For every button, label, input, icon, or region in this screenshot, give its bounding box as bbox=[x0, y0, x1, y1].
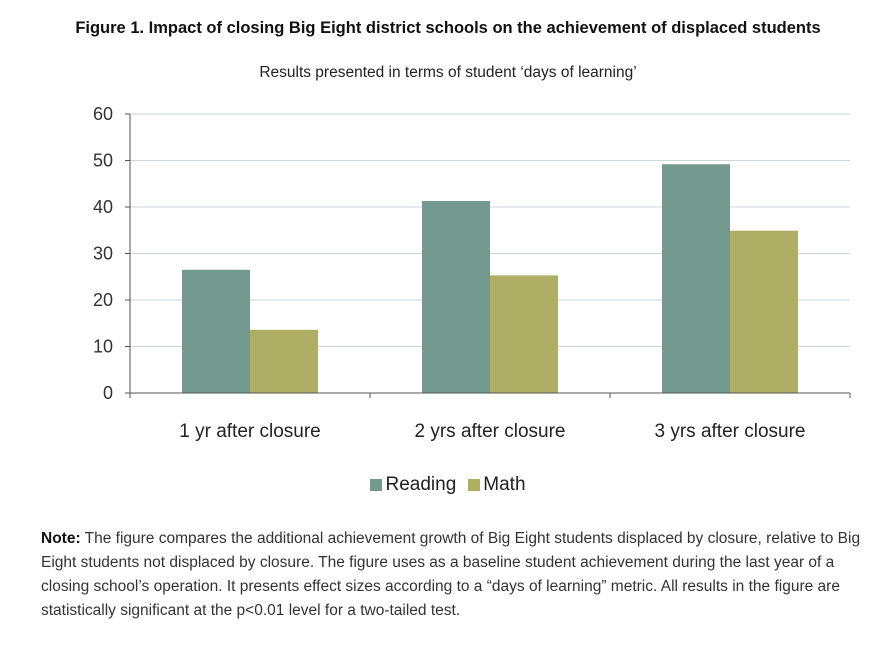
legend-label-math: Math bbox=[483, 474, 526, 495]
bar-reading-1 bbox=[182, 269, 250, 393]
x-tick-label-1: 1 yr after closure bbox=[179, 421, 321, 442]
legend-label-reading: Reading bbox=[385, 474, 457, 495]
bar-math-2 bbox=[490, 275, 558, 393]
bar-reading-3 bbox=[662, 164, 730, 393]
chart-title: Figure 1. Impact of closing Big Eight di… bbox=[75, 19, 821, 37]
chart-subtitle: Results presented in terms of student ‘d… bbox=[259, 64, 637, 81]
note-text: The figure compares the additional achie… bbox=[41, 530, 861, 619]
note-label: Note: bbox=[41, 530, 81, 547]
y-tick-label-20: 20 bbox=[93, 290, 113, 310]
figure-note: Note: The figure compares the additional… bbox=[41, 527, 861, 623]
bar-reading-2 bbox=[422, 200, 490, 393]
y-tick-label-10: 10 bbox=[93, 337, 113, 357]
y-tick-label-40: 40 bbox=[93, 197, 113, 217]
legend-item-reading: Reading bbox=[370, 474, 456, 496]
y-tick-label-60: 60 bbox=[93, 104, 113, 124]
legend-item-math: Math bbox=[468, 474, 526, 496]
bar-math-3 bbox=[730, 230, 798, 393]
x-tick-label-2: 2 yrs after closure bbox=[415, 421, 566, 442]
y-tick-label-50: 50 bbox=[93, 151, 113, 171]
legend-swatch-math bbox=[468, 479, 481, 491]
y-tick-label-0: 0 bbox=[103, 383, 113, 403]
bar-math-1 bbox=[250, 329, 318, 393]
x-tick-label-3: 3 yrs after closure bbox=[655, 421, 806, 442]
legend: Reading Math bbox=[0, 474, 896, 496]
bar-chart: 1 yr after closure 2 yrs after closure 3 y… bbox=[93, 104, 851, 442]
legend-swatch-reading bbox=[370, 479, 383, 491]
y-tick-label-30: 30 bbox=[93, 244, 113, 264]
